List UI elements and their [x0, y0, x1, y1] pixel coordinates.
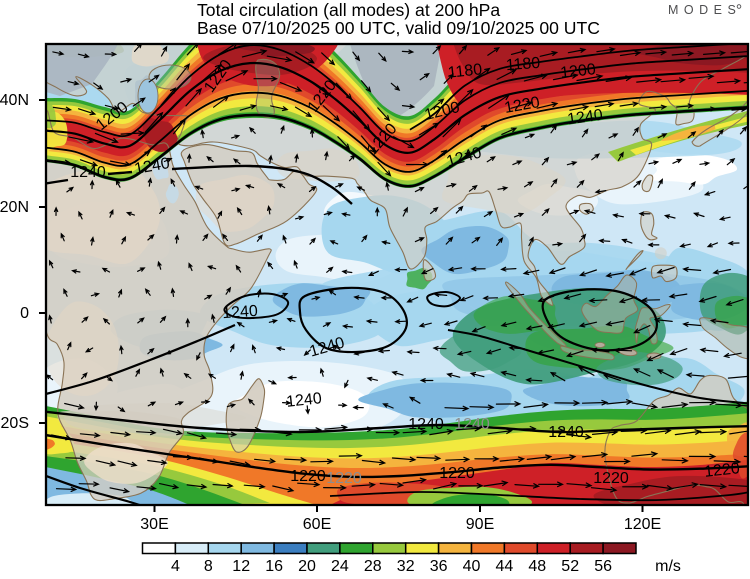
svg-text:44: 44	[496, 558, 514, 574]
svg-text:90E: 90E	[466, 516, 494, 533]
svg-text:20S: 20S	[1, 415, 29, 432]
svg-text:Base 07/10/2025 00 UTC, valid: Base 07/10/2025 00 UTC, valid 09/10/2025…	[197, 18, 600, 38]
svg-text:32: 32	[397, 558, 415, 574]
svg-text:1240: 1240	[548, 424, 584, 441]
svg-text:1180: 1180	[447, 61, 483, 82]
svg-text:MODES: MODES	[668, 3, 741, 17]
svg-text:30E: 30E	[140, 516, 168, 533]
svg-text:40: 40	[463, 558, 481, 574]
svg-text:1220: 1220	[593, 470, 629, 487]
svg-text:1220: 1220	[290, 468, 326, 485]
svg-text:1180: 1180	[505, 55, 541, 74]
svg-text:40N: 40N	[0, 92, 29, 109]
svg-text:1220: 1220	[703, 460, 740, 481]
svg-text:120E: 120E	[624, 516, 661, 533]
svg-text:20: 20	[298, 558, 316, 574]
svg-text:1240: 1240	[222, 303, 259, 322]
svg-text:1240: 1240	[408, 416, 444, 433]
svg-text:28: 28	[364, 558, 382, 574]
svg-text:1240: 1240	[133, 155, 171, 178]
svg-text:1220: 1220	[326, 470, 362, 487]
svg-text:20N: 20N	[0, 199, 29, 216]
svg-text:60E: 60E	[303, 516, 331, 533]
svg-text:1220: 1220	[439, 465, 475, 482]
svg-text:Total circulation (all modes): Total circulation (all modes) at 200 hPa	[197, 0, 500, 20]
svg-text:16: 16	[265, 558, 283, 574]
svg-text:52: 52	[561, 558, 579, 574]
svg-text:1240: 1240	[285, 390, 322, 411]
svg-text:24: 24	[331, 558, 349, 574]
svg-text:56: 56	[594, 558, 612, 574]
svg-text:0: 0	[20, 305, 29, 322]
svg-text:36: 36	[430, 558, 448, 574]
svg-text:1240: 1240	[70, 164, 106, 181]
svg-text:48: 48	[528, 558, 546, 574]
svg-text:8: 8	[204, 558, 213, 574]
svg-text:12: 12	[232, 558, 250, 574]
svg-text:m/s: m/s	[655, 558, 681, 574]
svg-text:1240: 1240	[566, 107, 604, 129]
svg-text:4: 4	[171, 558, 180, 574]
svg-text:1240: 1240	[454, 416, 490, 433]
